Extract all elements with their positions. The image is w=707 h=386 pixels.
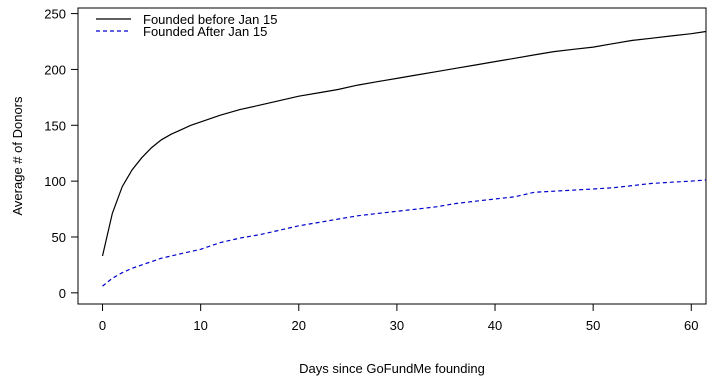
y-tick-label: 100 [44,174,66,189]
legend-label: Founded After Jan 15 [143,24,267,39]
x-tick-label: 30 [390,318,404,333]
x-tick-label: 50 [586,318,600,333]
x-tick-label: 0 [99,318,106,333]
x-tick-label: 40 [488,318,502,333]
axes-layer: 0 10 20 30 40 50 60 0 50 100 150 200 250 [44,7,707,333]
series-line-after [102,179,707,287]
series-line-before [101,30,707,257]
plot-frame [77,7,707,305]
x-axis-label: Days since GoFundMe founding [299,361,485,376]
x-tick-label: 60 [684,318,698,333]
y-tick-label: 50 [52,230,66,245]
x-tick-label: 10 [193,318,207,333]
y-axis-label: Average # of Donors [10,96,25,215]
series-layer [101,30,707,287]
y-tick-label: 250 [44,7,66,22]
y-tick-label: 0 [59,286,66,301]
x-tick-label: 20 [292,318,306,333]
y-tick-label: 200 [44,62,66,77]
legend-label: Founded before Jan 15 [143,12,277,27]
y-tick-label: 150 [44,118,66,133]
